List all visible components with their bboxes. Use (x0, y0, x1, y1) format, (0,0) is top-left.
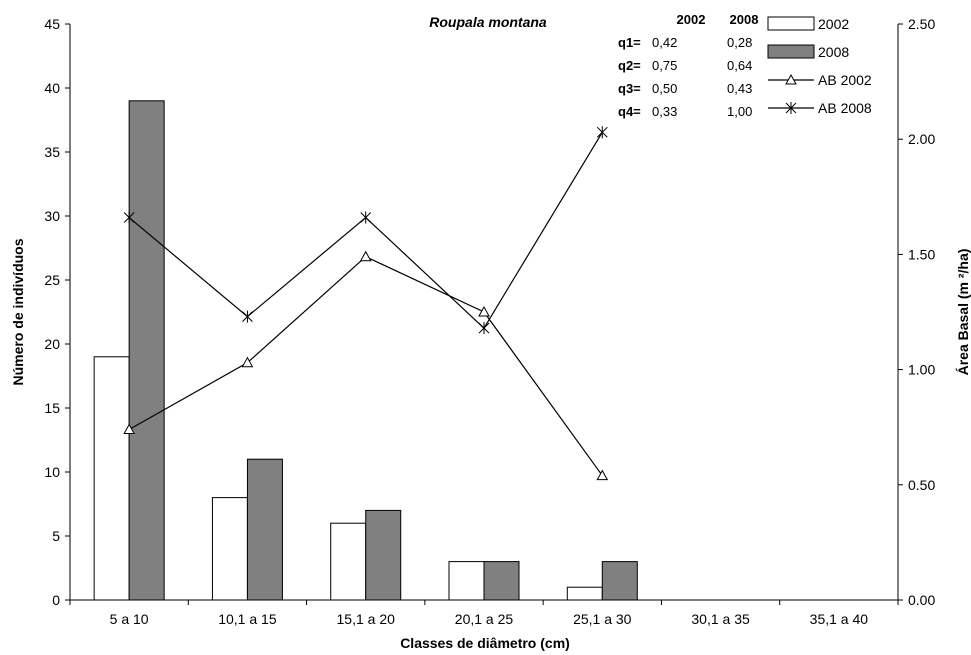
legend-marker (785, 102, 797, 114)
bar-2008 (246, 458, 283, 601)
y2-tick-label: 2.00 (908, 131, 935, 147)
q-row-value-2008: 0,28 (727, 35, 752, 50)
x-axis-title: Classes de diâmetro (cm) (400, 635, 570, 651)
x-tick-label: 5 a 10 (110, 611, 149, 627)
chart-title: Roupala montana (429, 14, 547, 30)
point-AB-2002 (241, 356, 254, 368)
legend-swatch-2002 (767, 16, 815, 31)
point-AB-2002 (596, 469, 609, 481)
x-tick-label: 30,1 a 35 (691, 611, 750, 627)
y2-tick-label: 1.50 (908, 246, 935, 262)
q-header-2008: 2008 (730, 12, 759, 27)
y-tick-label: 45 (44, 16, 60, 32)
y-tick-label: 30 (44, 208, 60, 224)
y-tick-label: 5 (52, 528, 60, 544)
q-row-value-2002: 0,50 (652, 81, 677, 96)
q-row-value-2008: 1,00 (727, 104, 752, 119)
y-tick-label: 40 (44, 80, 60, 96)
bar-2002 (211, 497, 248, 601)
bar-2002 (566, 586, 603, 601)
bars (93, 100, 638, 601)
line-AB-2008 (128, 131, 603, 330)
legend-swatch-2008 (767, 44, 815, 59)
legend-label: 2002 (818, 16, 849, 32)
point-AB-2002 (359, 250, 372, 262)
point-AB-2008 (596, 126, 608, 139)
line-AB-2002 (128, 255, 603, 476)
q-row-value-2002: 0,75 (652, 58, 677, 73)
bar-2008 (365, 509, 402, 601)
point-AB-2008 (478, 322, 490, 335)
x-tick-label: 20,1 a 25 (455, 611, 514, 627)
q-row-label: q1= (618, 35, 641, 50)
q-row-value-2002: 0,42 (652, 35, 677, 50)
y2-tick-label: 2.50 (908, 16, 935, 32)
q-row-value-2008: 0,43 (727, 81, 752, 96)
legend-label: AB 2008 (818, 100, 872, 116)
legend-label: 2008 (818, 44, 849, 60)
x-tick-label: 10,1 a 15 (218, 611, 277, 627)
y-tick-label: 25 (44, 272, 60, 288)
q-row-label: q3= (618, 81, 641, 96)
bar-2002 (330, 522, 367, 601)
q-row-value-2002: 0,33 (652, 104, 677, 119)
bar-2002 (448, 561, 485, 601)
lines (123, 126, 609, 481)
q-row-label: q4= (618, 104, 641, 119)
y-tick-label: 20 (44, 336, 60, 352)
bar-2008 (601, 561, 638, 601)
x-tick-label: 35,1 a 40 (810, 611, 869, 627)
legend-label: AB 2002 (818, 72, 872, 88)
y2-tick-label: 1.00 (908, 362, 935, 378)
q-table: 2002 2008 q1= 0,42 0,28 q2= 0,75 0,64 q3= 0,50 0,4… (618, 12, 758, 119)
bar-2002 (93, 356, 130, 601)
y2-tick-label: 0.00 (908, 592, 935, 608)
y-axis-title: Número de indivíduos (10, 238, 26, 385)
y-tick-label: 15 (44, 400, 60, 416)
y-tick-label: 0 (52, 592, 60, 608)
bar-2008 (483, 561, 520, 601)
axes: 0 5 10 15 20 25 30 35 40 45 0.00 0.50 1.00 1.50 2.00 2.… (44, 16, 935, 627)
q-row-value-2008: 0,64 (727, 58, 752, 73)
point-AB-2002 (123, 423, 135, 435)
q-row-label: q2= (618, 58, 641, 73)
legend: 2002 2008 AB 2002 AB 2008 (767, 16, 872, 116)
y2-tick-label: 0.50 (908, 477, 935, 493)
y-tick-label: 35 (44, 144, 60, 160)
legend-marker (785, 73, 797, 85)
point-AB-2008 (123, 211, 135, 224)
point-AB-2008 (360, 211, 372, 224)
point-AB-2008 (242, 310, 253, 323)
x-tick-label: 15,1 a 20 (337, 611, 396, 627)
q-header-2002: 2002 (677, 12, 706, 27)
x-tick-label: 25,1 a 30 (573, 611, 632, 627)
point-AB-2002 (478, 305, 490, 317)
bar-2008 (128, 100, 165, 601)
y2-axis-title: Área Basal (m ²/ha) (955, 249, 971, 376)
y-tick-label: 10 (44, 464, 60, 480)
